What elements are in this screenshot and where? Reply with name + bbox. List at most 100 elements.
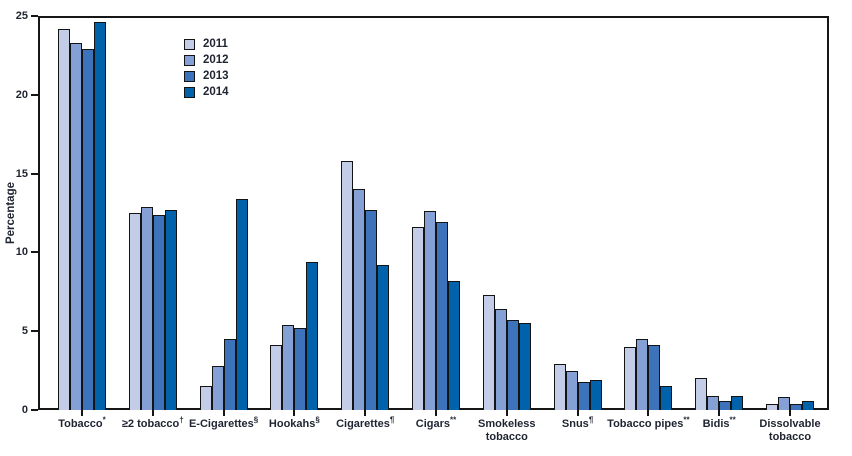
x-category-label-text: Bidis (702, 418, 730, 430)
legend-swatch (184, 55, 195, 66)
bar-2011 (553, 364, 566, 410)
bar-2013 (648, 345, 661, 410)
x-category-label-text: E-Cigarettes (188, 418, 254, 430)
legend-label: 2014 (203, 86, 229, 98)
bar-2011 (624, 347, 637, 410)
x-category-label: Hookahs§ (252, 415, 336, 431)
legend-item: 2014 (184, 86, 229, 98)
x-category-label: ≥2 tobacco† (111, 415, 195, 431)
x-category-label-text: Cigarettes (336, 418, 390, 430)
x-category-label-text: Tobacco pipes (607, 418, 684, 430)
bar-2014 (235, 199, 248, 410)
legend-swatch (184, 39, 195, 50)
bar-2013 (82, 49, 94, 410)
bar-2012 (70, 43, 82, 410)
bar-2014 (518, 323, 531, 410)
bar-2013 (577, 382, 590, 410)
y-tick-label: 25 (15, 10, 28, 22)
bar-2011 (199, 386, 212, 410)
x-tick (293, 410, 296, 416)
footnote-symbol: * (102, 415, 106, 425)
legend-swatch (184, 87, 195, 98)
bar-2012 (494, 309, 507, 410)
footnote-symbol: ** (683, 415, 690, 425)
bar-2013 (436, 222, 448, 410)
bar-2012 (707, 396, 720, 410)
footnote-symbol: § (315, 415, 320, 425)
footnote-symbol: † (179, 415, 184, 425)
x-tick (81, 410, 83, 416)
x-category-label-text: ≥2 tobacco (121, 418, 180, 430)
y-tick-label: 10 (15, 246, 28, 259)
bar-2014 (660, 386, 673, 410)
x-tick (576, 410, 579, 416)
bar-2013 (223, 339, 236, 410)
footnote-symbol: ¶ (389, 415, 395, 425)
y-tick (31, 93, 38, 96)
legend-item: 2011 (184, 38, 229, 50)
bar-2011 (766, 404, 778, 410)
x-tick (789, 410, 791, 416)
x-category-label: E-Cigarettes§ (182, 415, 266, 431)
bar-2013 (365, 210, 378, 410)
y-axis-line (38, 16, 40, 410)
bar-2014 (589, 380, 602, 410)
x-category-label: Bidis** (677, 415, 761, 431)
x-tick (151, 410, 154, 416)
footnote-symbol: ** (729, 415, 736, 425)
y-tick-label: 0 (21, 404, 28, 416)
y-tick (31, 330, 38, 333)
top-border-line (38, 16, 829, 18)
bar-2011 (270, 345, 283, 410)
x-category-label-text: Cigars (415, 418, 450, 430)
bar-2012 (565, 371, 578, 410)
bar-2011 (58, 29, 70, 410)
bar-2011 (482, 295, 495, 410)
y-tick-label: 5 (21, 325, 28, 338)
legend-label: 2011 (203, 38, 228, 50)
legend-item: 2012 (184, 54, 229, 66)
x-tick (435, 410, 437, 416)
bar-2013 (719, 401, 732, 410)
bar-2014 (802, 401, 814, 410)
bar-2012 (636, 339, 649, 410)
x-category-label: Smokeless tobacco (465, 418, 549, 444)
x-category-label: Cigars** (394, 415, 478, 431)
y-tick (31, 172, 38, 175)
bar-2012 (353, 189, 366, 410)
y-tick-label: 20 (15, 88, 28, 101)
x-category-label: Tobacco* (40, 415, 124, 431)
x-category-label: Snus¶ (536, 416, 620, 431)
x-tick (647, 410, 650, 416)
bar-2012 (424, 211, 436, 410)
bar-2014 (94, 22, 106, 410)
bar-2011 (341, 161, 354, 410)
bar-2013 (506, 320, 519, 410)
y-tick (31, 409, 38, 411)
x-category-label-text: Dissolvable tobacco (759, 418, 821, 443)
bar-2014 (306, 262, 319, 410)
legend-label: 2012 (203, 54, 229, 66)
x-tick (718, 410, 721, 416)
bar-2012 (211, 366, 224, 410)
bar-2012 (778, 397, 790, 410)
bar-2013 (294, 328, 307, 410)
y-tick (31, 251, 38, 254)
bar-2012 (282, 325, 295, 410)
bar-2013 (790, 404, 802, 410)
bar-2012 (140, 207, 153, 410)
x-category-label-text: Smokeless tobacco (478, 418, 536, 443)
bar-2011 (412, 227, 424, 410)
x-category-label: Dissolvable tobacco (748, 418, 832, 444)
bar-2014 (377, 265, 390, 410)
footnote-symbol: ** (450, 415, 457, 425)
y-tick (31, 15, 38, 17)
right-border-line (827, 16, 829, 410)
footnote-symbol: § (253, 415, 259, 425)
bar-2014 (731, 396, 744, 410)
bar-2014 (164, 210, 177, 410)
bar-2011 (695, 378, 708, 410)
x-category-label: Cigarettes¶ (323, 415, 407, 431)
legend-label: 2013 (203, 70, 229, 82)
